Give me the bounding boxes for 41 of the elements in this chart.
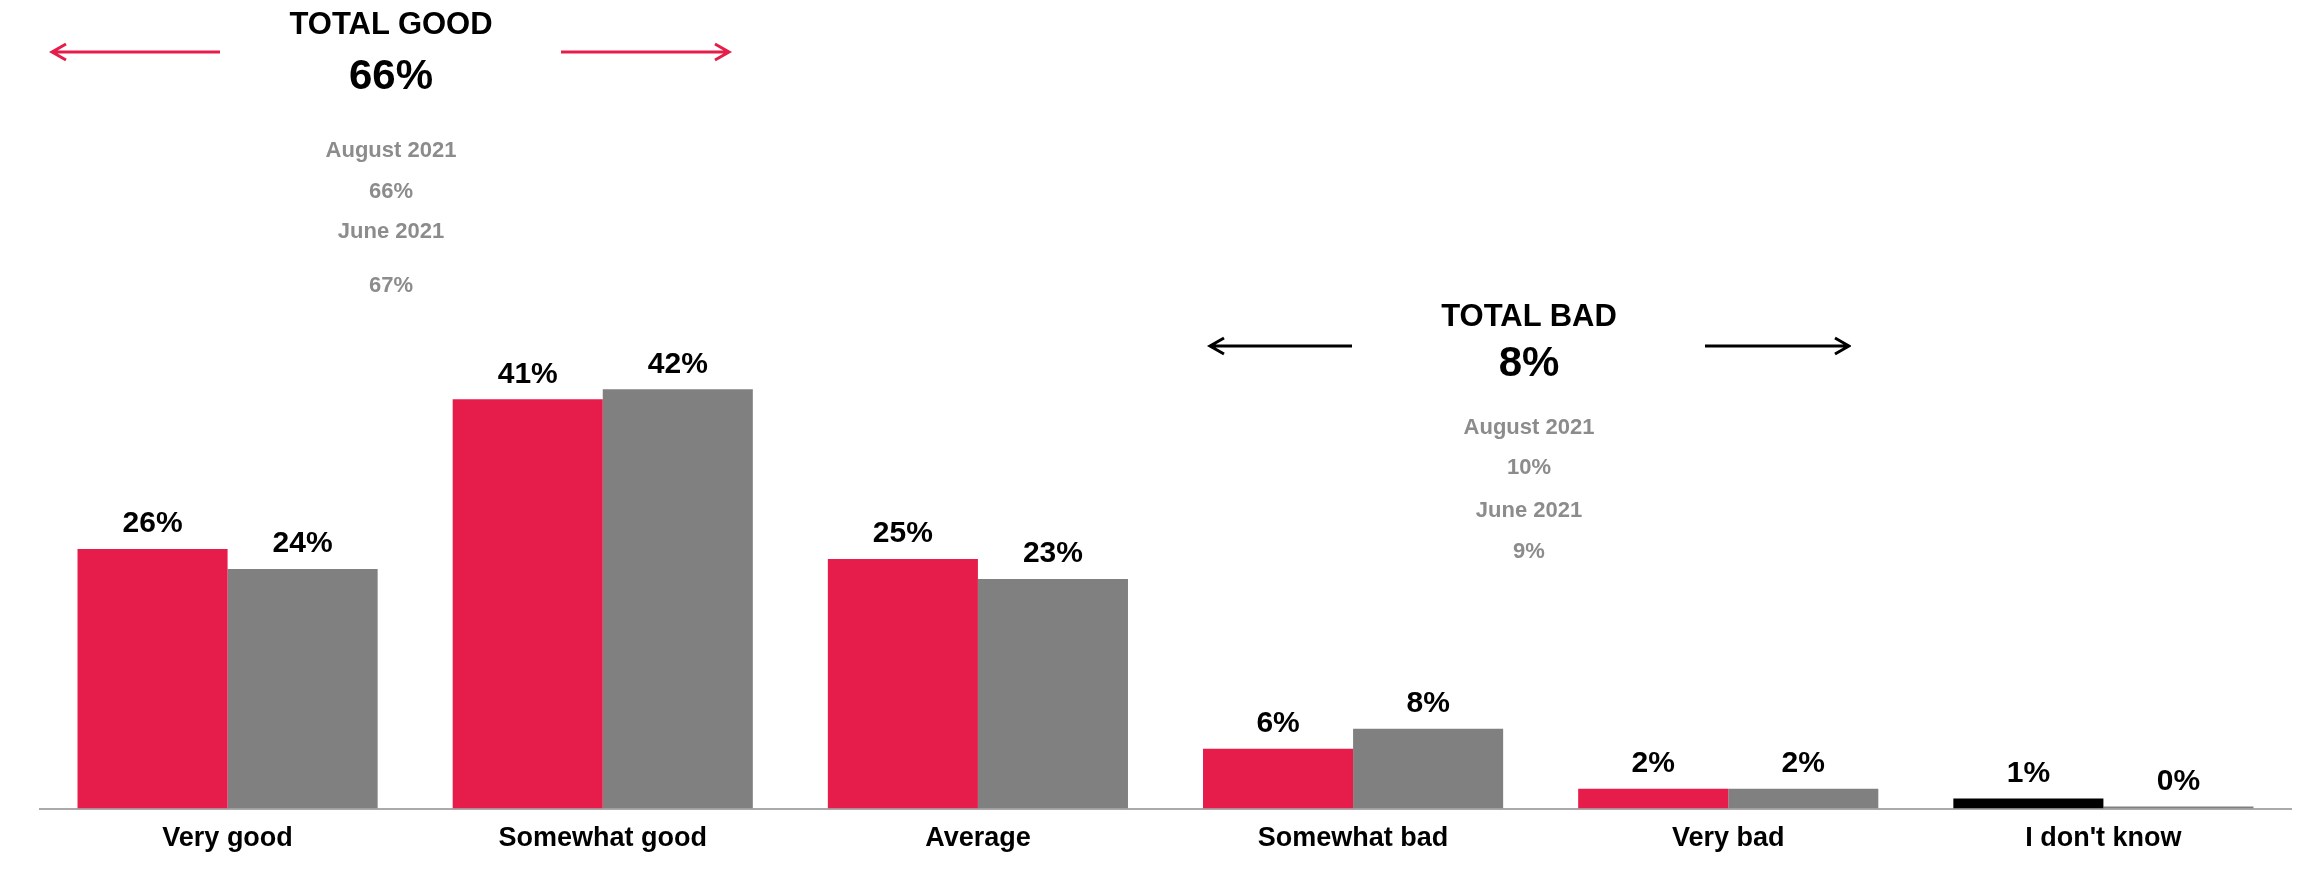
data-label: 42% [647, 345, 708, 379]
x-tick-label: I don't know [2025, 822, 2183, 853]
bar [977, 579, 1128, 809]
annotation: 10% [1506, 454, 1552, 480]
x-tick-label: Somewhat bad [1257, 822, 1449, 853]
text: June 2021 [337, 218, 445, 244]
bar [827, 559, 978, 809]
text: 8% [1498, 337, 1560, 385]
data-label: 26% [122, 505, 183, 539]
annotation: June 2021 [1475, 497, 1583, 523]
data-label: 0% [2156, 762, 2201, 796]
bar [1203, 748, 1354, 809]
x-tick-label: Average [925, 822, 1031, 853]
bar [1953, 798, 2104, 809]
bar [1353, 728, 1504, 809]
annotation: August 2021 [1463, 414, 1595, 440]
data-label: 1% [2006, 754, 2051, 788]
data-label: 2% [1631, 744, 1675, 778]
data-label: 2% [1781, 744, 1825, 778]
bar [602, 389, 753, 809]
text: TOTAL GOOD [289, 5, 493, 41]
data-label: 24% [272, 525, 333, 559]
data-label: 23% [1022, 535, 1083, 569]
bar [227, 569, 378, 809]
text: 66% [348, 50, 434, 98]
x-tick-label: Somewhat good [498, 822, 707, 853]
bar [452, 399, 603, 809]
data-label: 8% [1406, 685, 1450, 719]
x-tick-label: Very good [162, 822, 293, 853]
annotation: 9% [1513, 538, 1545, 564]
data-label: 25% [872, 515, 933, 549]
bar [1728, 788, 1879, 809]
text: TOTAL BAD [1441, 297, 1617, 333]
x-tick-label: Very bad [1671, 822, 1785, 853]
text: 67% [368, 272, 414, 298]
data-label: 6% [1256, 704, 1300, 738]
bar [77, 549, 228, 809]
bar [1578, 788, 1729, 809]
data-label: 41% [497, 355, 558, 389]
text: 66% [368, 178, 414, 204]
text: August 2021 [325, 137, 457, 163]
